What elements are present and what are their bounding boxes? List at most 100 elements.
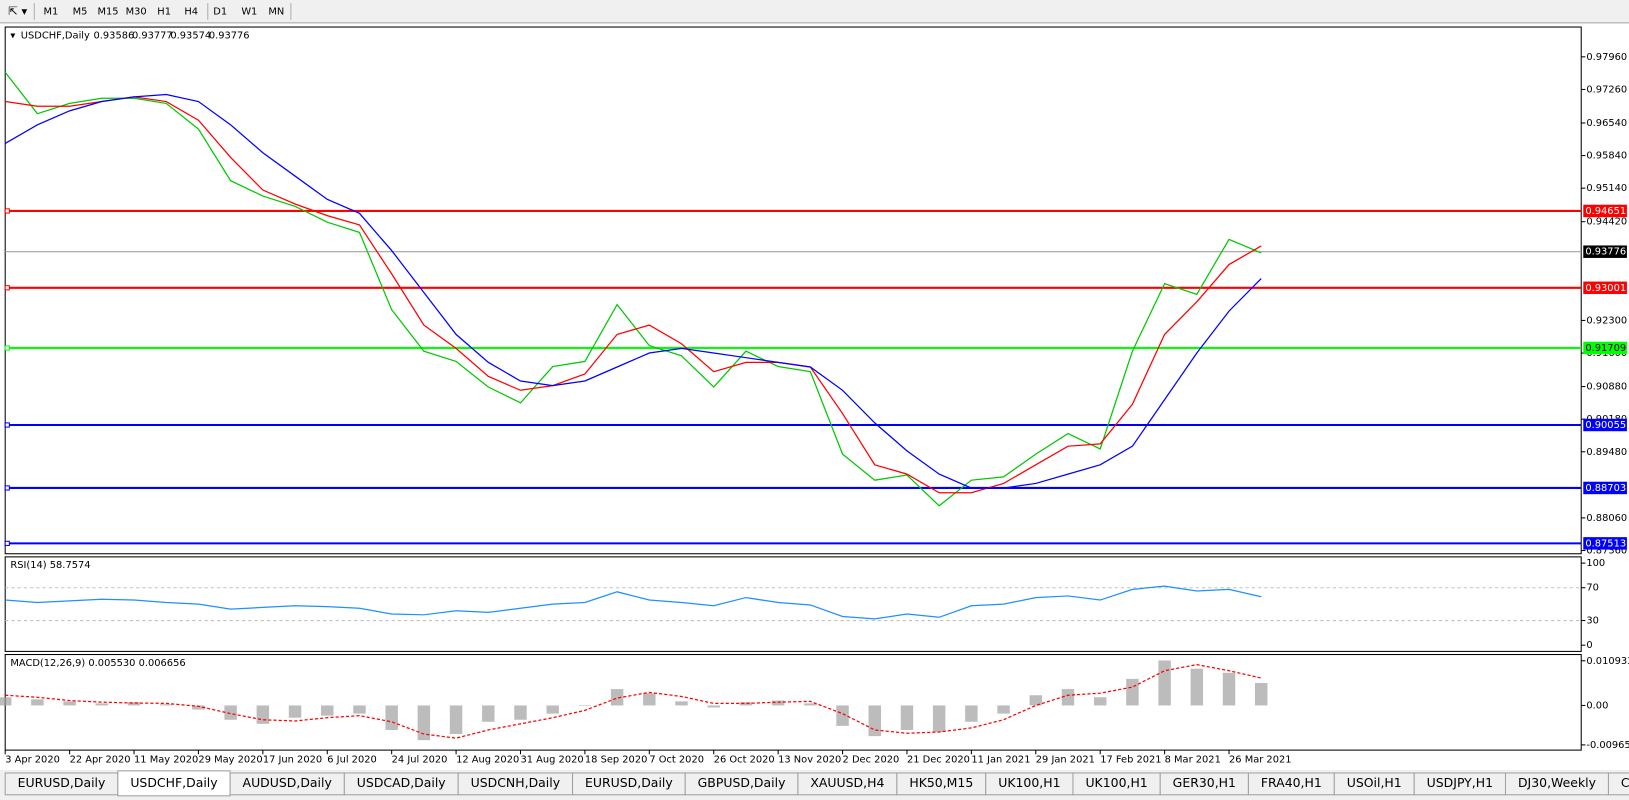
macd-bar <box>353 705 366 714</box>
y-tick-label: -0.009653 <box>1586 740 1629 751</box>
level-anchor <box>4 345 10 351</box>
macd-bar <box>159 704 173 706</box>
current-price-label: 0.93776 <box>1585 247 1626 258</box>
macd-bar <box>610 689 624 706</box>
tab-label[interactable]: DJ30,Weekly <box>1518 775 1596 790</box>
macd-bar <box>224 705 237 720</box>
tab-label[interactable]: EURUSD,Daily <box>585 775 673 790</box>
y-tick-label: 0.92300 <box>1586 315 1627 326</box>
x-tick-label: 13 Nov 2020 <box>778 754 841 765</box>
collapse-arrow[interactable]: ▾ <box>10 30 15 41</box>
tab-label[interactable]: USDCNH,Daily <box>471 775 560 790</box>
level-label-box <box>1583 281 1627 295</box>
timeframe-button[interactable]: H4 <box>184 6 198 17</box>
tab-label[interactable]: CHINA300,H1 <box>1621 775 1629 790</box>
macd-bar <box>127 702 141 706</box>
macd-bar <box>836 705 849 726</box>
main-panel <box>4 26 1582 555</box>
macd-bar <box>256 705 270 724</box>
timeframe-button[interactable]: D1 <box>213 6 227 17</box>
level-label: 0.88703 <box>1585 483 1626 494</box>
macd-bar <box>1190 668 1204 706</box>
level-label: 0.90055 <box>1585 420 1626 431</box>
ohlc-value: 0.93574 <box>170 30 211 41</box>
tab-label[interactable]: EURUSD,Daily <box>18 775 106 790</box>
y-tick-label: 0.90880 <box>1586 382 1627 393</box>
y-tick-label: 0.97960 <box>1586 52 1627 63</box>
macd-bar <box>804 703 817 706</box>
rsi-panel <box>4 556 1582 652</box>
series-line <box>4 71 1262 507</box>
timeframe-button[interactable]: MN <box>268 6 284 17</box>
level-anchor <box>4 285 10 291</box>
timeframe-button[interactable]: M15 <box>98 6 119 17</box>
macd-bar <box>482 705 495 722</box>
tab-label[interactable]: GBPUSD,Daily <box>698 775 786 790</box>
macd-bar <box>449 705 463 735</box>
timeframe-button[interactable]: M30 <box>126 6 147 17</box>
y-tick-label: 0.00 <box>1586 700 1608 711</box>
tab-label[interactable]: USOil,H1 <box>1347 775 1402 790</box>
y-tick-label: 0.96540 <box>1586 118 1627 129</box>
macd-title: MACD(12,26,9) 0.005530 0.006656 <box>10 658 185 669</box>
macd-bar <box>707 705 720 708</box>
tab-label[interactable]: USDCAD,Daily <box>357 775 446 790</box>
ohlc-value: 0.93776 <box>209 30 250 41</box>
tab-label[interactable]: USDJPY,H1 <box>1427 775 1493 790</box>
level-label-box <box>1583 481 1627 495</box>
tab-label[interactable]: AUDUSD,Daily <box>243 775 332 790</box>
macd-bar <box>1126 678 1139 706</box>
macd-bar <box>997 705 1010 714</box>
ohlc-value: 0.93777 <box>132 30 173 41</box>
series-line <box>5 96 1262 494</box>
timeframe-button[interactable]: W1 <box>241 6 257 17</box>
level-label: 0.91709 <box>1585 343 1626 354</box>
tab-label[interactable]: XAUUSD,H4 <box>810 775 884 790</box>
y-tick-label: 100 <box>1586 558 1605 569</box>
macd-bar <box>546 705 559 714</box>
tab-label[interactable]: UK100,H1 <box>998 775 1060 790</box>
series-line <box>5 663 1262 739</box>
level-label-box <box>1583 418 1627 432</box>
macd-bar <box>63 701 76 706</box>
tab-label[interactable]: HK50,M15 <box>909 775 973 790</box>
timeframe-button[interactable]: M1 <box>44 6 59 17</box>
y-tick-label: 0.89480 <box>1586 447 1627 458</box>
tab-label[interactable]: UK100,H1 <box>1085 775 1147 790</box>
x-tick-label: 31 Aug 2020 <box>520 754 583 765</box>
x-tick-label: 8 Mar 2021 <box>1165 754 1221 765</box>
macd-bar <box>932 705 946 733</box>
toolbar <box>0 0 1629 23</box>
x-tick-label: 26 Mar 2021 <box>1229 754 1292 765</box>
y-tick-label: 0.97260 <box>1586 84 1627 95</box>
level-label-box <box>1583 537 1627 550</box>
tab-label[interactable]: USDCHF,Daily <box>130 775 217 790</box>
tab[interactable] <box>1607 772 1629 796</box>
level-label: 0.87513 <box>1585 538 1626 549</box>
x-tick-label: 18 Sep 2020 <box>585 754 648 765</box>
y-tick-label: 0.95140 <box>1586 183 1627 194</box>
y-tick-label: 70 <box>1586 583 1599 594</box>
y-tick-label: 0.94420 <box>1586 217 1627 228</box>
x-tick-label: 24 Jul 2020 <box>392 754 448 765</box>
macd-bar <box>965 705 978 722</box>
macd-bar <box>900 705 914 730</box>
tab-label[interactable]: GER30,H1 <box>1173 775 1236 790</box>
y-tick-label: 30 <box>1586 616 1599 627</box>
macd-bar <box>1093 697 1107 706</box>
cursor-tool[interactable]: ⇱ ▾ <box>8 4 27 18</box>
rsi-title: RSI(14) 58.7574 <box>10 560 90 571</box>
y-tick-label: 0.010933 <box>1586 656 1629 667</box>
timeframe-button[interactable]: H1 <box>157 6 171 17</box>
macd-bar <box>1029 695 1043 706</box>
x-tick-label: 6 Jul 2020 <box>327 754 377 765</box>
macd-bar <box>868 705 881 737</box>
macd-bar <box>288 705 302 718</box>
level-anchor <box>4 208 10 214</box>
x-tick-label: 21 Dec 2020 <box>907 754 970 765</box>
macd-bar <box>1158 660 1171 706</box>
ohlc-value: 0.93586 <box>94 30 135 41</box>
tab-label[interactable]: FRA40,H1 <box>1261 775 1322 790</box>
macd-bar <box>739 702 753 706</box>
timeframe-button[interactable]: M5 <box>73 6 88 17</box>
